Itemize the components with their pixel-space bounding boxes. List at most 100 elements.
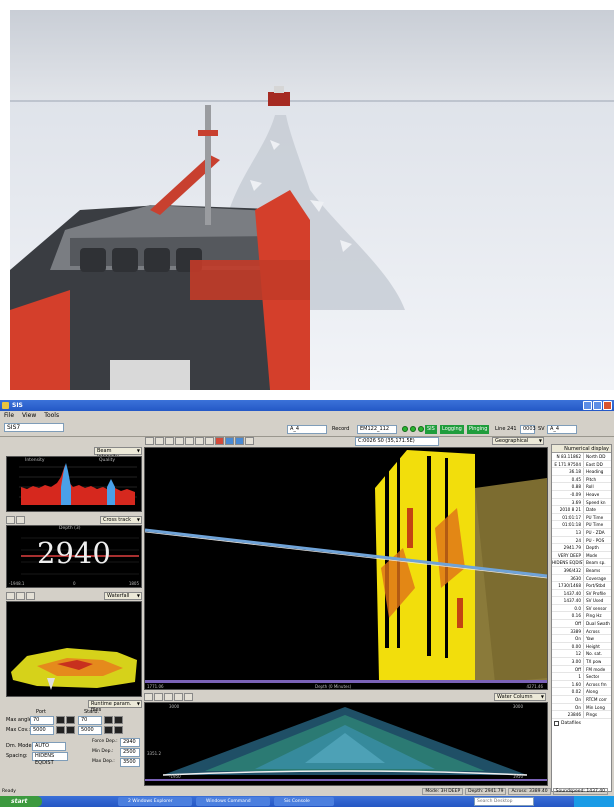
photo-frame (0, 0, 614, 392)
datafiles-checkbox[interactable] (554, 720, 559, 726)
waterfall-tool-1-icon[interactable] (6, 592, 15, 600)
spacing-select[interactable]: HIDENS EQDIST (32, 752, 68, 766)
menu-tools[interactable]: Tools (44, 412, 60, 419)
logging-button[interactable]: Logging (440, 425, 464, 434)
globe-icon[interactable] (225, 437, 234, 445)
waterfall-tools (6, 592, 35, 600)
numerical-display-title: Numerical display (552, 445, 611, 453)
rotate-icon[interactable] (185, 437, 194, 445)
numerical-key: Pitch (586, 476, 597, 482)
numerical-key: Along (586, 689, 598, 695)
zoom-out-icon[interactable] (155, 437, 164, 445)
numerical-value: 0.45 (552, 475, 584, 483)
max-coverage-stbd-down-icon[interactable] (114, 726, 123, 734)
water-column-dropdown[interactable]: Water Column (494, 693, 546, 701)
force-depth-input[interactable]: 2940 (120, 738, 140, 747)
pinging-button[interactable]: Pinging (467, 425, 490, 434)
wc-tool-5-icon[interactable] (184, 693, 193, 701)
desktop-search-input[interactable]: Search Desktop (474, 797, 534, 806)
sis-button[interactable]: SIS (425, 425, 437, 434)
taskbar-item-command[interactable]: Windows Command (196, 797, 270, 806)
geographical-view[interactable]: 1771.06 Depth (0 Minutes) 4271.46 (144, 447, 548, 690)
select-tool-icon[interactable] (6, 516, 15, 524)
taskbar-item-explorer[interactable]: 2 Windows Explorer (118, 797, 192, 806)
pan-icon[interactable] (165, 437, 174, 445)
measure-icon[interactable] (195, 437, 204, 445)
status-across: Across: 3389.40 (508, 788, 551, 795)
wc-tool-4-icon[interactable] (174, 693, 183, 701)
depth-readout: 2940 (37, 536, 111, 570)
max-angle-port-input[interactable]: 70 (30, 716, 54, 725)
numerical-value: 12 (552, 650, 584, 658)
max-angle-stbd-input[interactable]: 70 (78, 716, 102, 725)
windows-taskbar: start 2 Windows Explorer Windows Command… (0, 796, 614, 807)
max-coverage-port-input[interactable]: 5000 (30, 726, 54, 735)
geographical-dropdown[interactable]: Geographical (492, 437, 544, 445)
close-button[interactable] (603, 401, 612, 410)
numerical-row: 3389 Across (552, 627, 611, 636)
min-depth-input[interactable]: 2500 (120, 748, 140, 757)
max-depth-input[interactable]: 3500 (120, 758, 140, 767)
wc-x-min: -1950 (169, 774, 181, 779)
max-angle-label: Max angle: (6, 717, 34, 723)
record-icon[interactable] (215, 437, 224, 445)
numerical-key: Dual Swath (586, 621, 610, 627)
beam-intensity-dropdown[interactable]: Beam intensity (94, 447, 142, 460)
numerical-value: 13 (552, 528, 584, 536)
numerical-value: 36.18 (552, 468, 584, 475)
numerical-row: VERY DEEP Mode (552, 551, 611, 560)
numerical-value: 0.16 (552, 612, 584, 620)
max-coverage-port-down-icon[interactable] (66, 726, 75, 734)
dm-mode-select[interactable]: AUTO (32, 742, 66, 751)
runtime-param-dropdown[interactable]: Runtime param. files (88, 700, 142, 713)
max-angle-stbd-down-icon[interactable] (114, 716, 123, 724)
layout-select[interactable]: SIS7 (4, 423, 64, 432)
zoom-in-icon[interactable] (145, 437, 154, 445)
wc-tool-3-icon[interactable] (164, 693, 173, 701)
max-coverage-port-up-icon[interactable] (56, 726, 65, 734)
max-coverage-stbd-up-icon[interactable] (104, 726, 113, 734)
menu-file[interactable]: File (4, 412, 15, 419)
sv-select[interactable]: A_4 (547, 425, 577, 434)
line-label: Line 241 (495, 426, 517, 432)
depth-scale-label: Depth (0 Minutes) (315, 684, 352, 689)
start-button[interactable]: start (0, 796, 42, 807)
waterfall-tool-3-icon[interactable] (26, 592, 35, 600)
layers-icon[interactable] (235, 437, 244, 445)
numerical-value: 1 (552, 673, 584, 680)
numerical-row: 396/432 Beams (552, 566, 611, 575)
depth-axis-right: 1805 (128, 581, 139, 586)
maximize-button[interactable] (593, 401, 602, 410)
wc-tool-2-icon[interactable] (154, 693, 163, 701)
waterfall-dropdown[interactable]: Waterfall (104, 592, 142, 600)
max-angle-stbd-up-icon[interactable] (104, 716, 113, 724)
numerical-value: On (552, 635, 584, 642)
numerical-value: 3.00 (552, 658, 584, 665)
max-coverage-stbd-input[interactable]: 5000 (78, 726, 102, 735)
grid-icon[interactable] (175, 437, 184, 445)
numerical-key: Beam sp. (586, 560, 606, 566)
menu-view[interactable]: View (22, 412, 37, 419)
max-angle-port-down-icon[interactable] (66, 716, 75, 724)
line-number[interactable]: 0003 (520, 425, 536, 434)
numerical-row: 01:01:18 PU Time (552, 521, 611, 529)
numerical-value: 396/432 (552, 566, 584, 574)
numerical-row: 0.00 Height (552, 642, 611, 651)
file-select[interactable]: EM122_112 (357, 425, 397, 434)
minimize-button[interactable] (583, 401, 592, 410)
record-label[interactable]: Record (332, 426, 350, 432)
max-angle-port-up-icon[interactable] (56, 716, 65, 724)
numerical-key: Sector (586, 674, 600, 680)
cross-track-dropdown[interactable]: Cross track (100, 516, 142, 524)
taskbar-item-sis[interactable]: Sis Console (274, 797, 334, 806)
numerical-display: Numerical display N 83.11862 North DD E 17… (551, 444, 612, 792)
status-light-1 (402, 426, 408, 432)
wc-tool-1-icon[interactable] (144, 693, 153, 701)
waterfall-tool-2-icon[interactable] (16, 592, 25, 600)
numerical-key: Pings (586, 712, 598, 718)
search-icon[interactable] (245, 437, 254, 445)
numerical-row: 23846 Pings (552, 711, 611, 719)
ship-select[interactable]: A_4 (287, 425, 327, 434)
freeze-tool-icon[interactable] (16, 516, 25, 524)
center-icon[interactable] (205, 437, 214, 445)
